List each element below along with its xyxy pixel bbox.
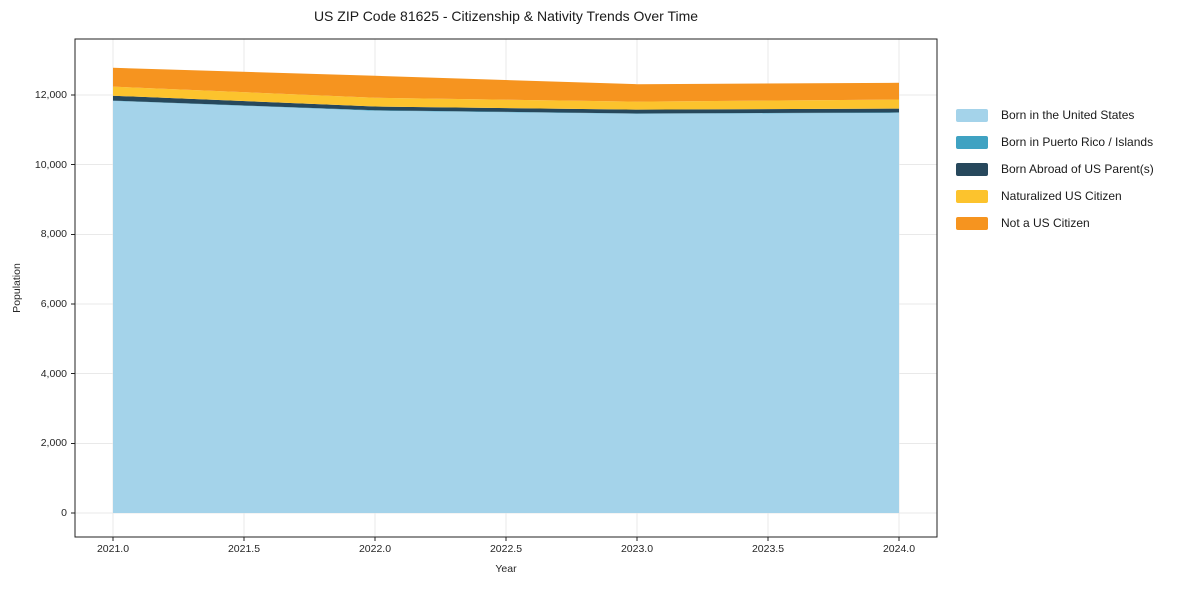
area-series — [113, 95, 899, 114]
chart-title: US ZIP Code 81625 - Citizenship & Nativi… — [313, 8, 699, 24]
legend-label: Naturalized US Citizen — [1001, 189, 1122, 203]
y-tick-label: 10,000 — [34, 158, 67, 171]
y-tick-label: 8,000 — [40, 228, 67, 241]
y-tick-label: 12,000 — [34, 89, 67, 101]
legend-label: Not a US Citizen — [1001, 216, 1090, 230]
legend-item: Not a US Citizen — [956, 216, 1154, 230]
y-tick-label: 4,000 — [40, 367, 67, 380]
legend-item: Born in Puerto Rico / Islands — [956, 135, 1154, 149]
legend-swatch — [956, 189, 988, 203]
x-tick-label: 2022.0 — [358, 543, 392, 555]
x-tick-label: 2023.0 — [620, 543, 654, 555]
x-tick-label: 2023.5 — [751, 543, 785, 555]
y-tick-label: 6,000 — [40, 298, 67, 310]
legend-swatch — [956, 108, 988, 122]
x-tick-label: 2024.0 — [882, 543, 916, 555]
legend-label: Born in the United States — [1001, 108, 1135, 122]
legend: Born in the United States Born in Puerto … — [956, 108, 1154, 230]
legend-swatch — [956, 135, 988, 149]
legend-item: Born in the United States — [956, 108, 1154, 122]
legend-label: Born Abroad of US Parent(s) — [1001, 162, 1154, 176]
legend-swatch — [956, 216, 988, 230]
area-series — [113, 100, 899, 514]
legend-item: Naturalized US Citizen — [956, 189, 1154, 203]
x-tick-label: 2021.0 — [96, 543, 130, 555]
area-series — [113, 86, 899, 110]
y-tick-label: 2,000 — [40, 437, 67, 450]
y-tick-label: 0 — [61, 507, 67, 519]
legend-item: Born Abroad of US Parent(s) — [956, 162, 1154, 176]
x-axis-title: Year — [495, 563, 517, 575]
area-series — [113, 67, 899, 102]
x-tick-label: 2021.5 — [227, 543, 261, 555]
legend-label: Born in Puerto Rico / Islands — [1001, 135, 1154, 149]
legend-swatch — [956, 162, 988, 176]
y-axis-title: Population — [11, 263, 23, 313]
x-tick-label: 2022.5 — [489, 543, 523, 555]
